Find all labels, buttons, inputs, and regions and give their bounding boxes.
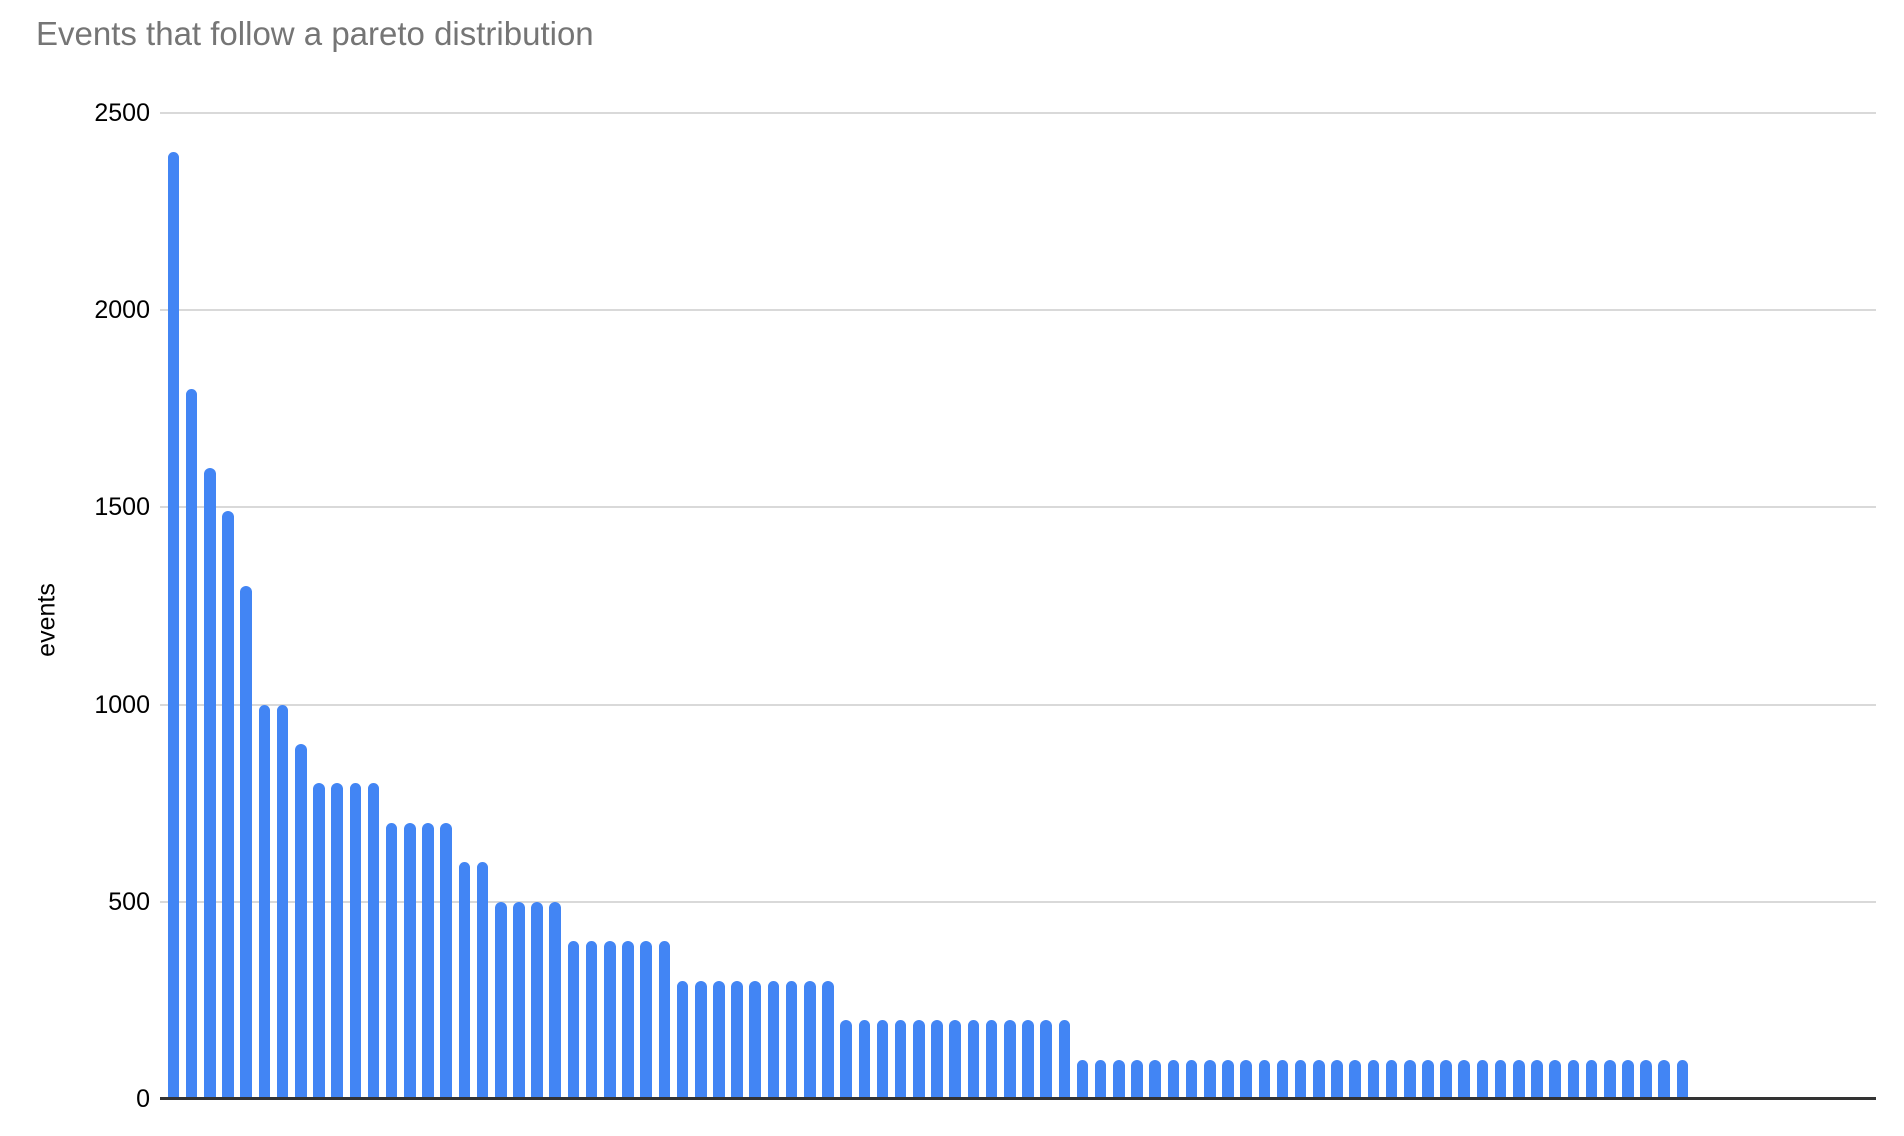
bar: [185, 389, 198, 1099]
y-tick-label-1000: 1000: [94, 690, 150, 719]
bar: [1185, 1059, 1198, 1099]
bar: [404, 822, 416, 1099]
bar: [531, 901, 543, 1099]
bar: [585, 941, 598, 1099]
bar: [1385, 1059, 1398, 1099]
gridline-2500: [160, 112, 1876, 114]
bar: [1603, 1059, 1616, 1099]
y-tick-label-500: 500: [108, 887, 150, 916]
bar: [913, 1020, 925, 1099]
bar: [804, 980, 816, 1099]
bar: [1294, 1059, 1307, 1099]
bar: [658, 941, 671, 1099]
bar: [840, 1020, 852, 1099]
gridline-500: [160, 900, 1876, 903]
x-axis-line: [160, 1097, 1876, 1100]
y-axis-title: events: [32, 583, 61, 657]
bar: [1622, 1059, 1634, 1099]
bar: [549, 901, 562, 1099]
bar: [949, 1020, 962, 1099]
bar: [167, 152, 180, 1099]
bar: [1658, 1059, 1671, 1099]
bar: [1513, 1059, 1525, 1099]
bar: [622, 941, 634, 1099]
bar: [1313, 1059, 1325, 1099]
bar: [367, 783, 380, 1099]
y-tick-label-1500: 1500: [94, 493, 150, 522]
bar: [1331, 1059, 1343, 1099]
bar: [258, 704, 271, 1099]
bar: [1676, 1059, 1689, 1099]
bar: [440, 822, 452, 1099]
bar: [1113, 1059, 1125, 1099]
bar: [1476, 1059, 1489, 1099]
gridline-2000: [160, 309, 1876, 312]
bar: [785, 980, 798, 1099]
y-tick-label-0: 0: [136, 1085, 150, 1113]
bar: [494, 901, 507, 1099]
bar: [1458, 1059, 1471, 1099]
bar: [822, 980, 834, 1099]
bar: [1058, 1020, 1071, 1099]
bar: [1349, 1059, 1361, 1099]
bar: [385, 822, 398, 1099]
bar: [1222, 1059, 1234, 1099]
bar: [1403, 1059, 1416, 1099]
bar: [640, 941, 652, 1099]
bar: [1367, 1059, 1380, 1099]
bar: [476, 862, 489, 1099]
bar: [1640, 1059, 1652, 1099]
bar: [858, 1020, 871, 1099]
bar: [513, 901, 525, 1099]
bar: [1040, 1020, 1052, 1099]
bar: [1567, 1059, 1580, 1099]
bar: [313, 783, 325, 1099]
bar: [1203, 1059, 1216, 1099]
bar: [1131, 1059, 1143, 1099]
bar: [1440, 1059, 1452, 1099]
bar: [222, 511, 234, 1099]
bar: [767, 980, 780, 1099]
bar: [1494, 1059, 1507, 1099]
bar: [458, 862, 471, 1099]
bar: [694, 980, 707, 1099]
bar: [276, 704, 289, 1099]
bar: [349, 783, 362, 1099]
bar: [731, 980, 743, 1099]
bar: [422, 822, 434, 1099]
bar: [1422, 1059, 1434, 1099]
bar: [567, 941, 580, 1099]
bar: [876, 1020, 889, 1099]
bar: [331, 783, 343, 1099]
bar: [1585, 1059, 1598, 1099]
bar: [1240, 1059, 1252, 1099]
bar: [1531, 1059, 1543, 1099]
bar: [1149, 1059, 1161, 1099]
chart-title: Events that follow a pareto distribution: [36, 15, 594, 52]
gridline-1500: [160, 506, 1876, 509]
y-tick-label-2000: 2000: [94, 296, 150, 325]
bar: [985, 1020, 998, 1099]
bar: [240, 586, 252, 1099]
bar: [967, 1020, 980, 1099]
gridline-1000: [160, 703, 1876, 706]
bar: [676, 980, 689, 1099]
y-tick-label-2500: 2500: [94, 99, 150, 127]
bar: [1003, 1020, 1016, 1099]
bar: [1094, 1059, 1107, 1099]
bar: [1076, 1059, 1089, 1099]
bar: [1258, 1059, 1271, 1099]
bar: [604, 941, 616, 1099]
bar: [294, 744, 307, 1099]
bar: [204, 467, 216, 1099]
bar: [1167, 1059, 1180, 1099]
bar: [1549, 1059, 1561, 1099]
bar: [1276, 1059, 1289, 1099]
bar: [749, 980, 762, 1099]
bar: [1022, 1020, 1034, 1099]
bar: [931, 1020, 943, 1099]
bar: [713, 980, 725, 1099]
bar: [894, 1020, 907, 1099]
